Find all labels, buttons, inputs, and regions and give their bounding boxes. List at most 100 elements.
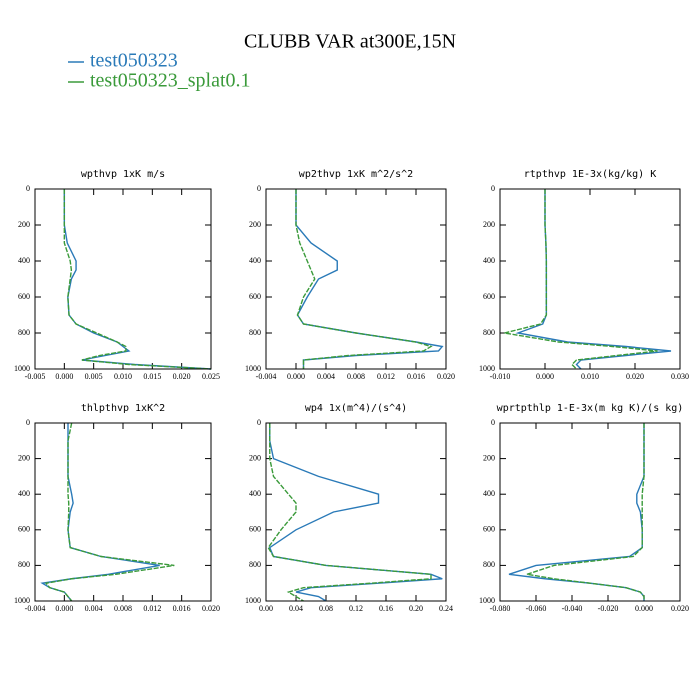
x-tick-label: 0.24 <box>439 604 453 613</box>
x-tick-label: 0.00 <box>259 604 273 613</box>
x-tick-label: 0.015 <box>143 372 161 381</box>
profile-line <box>63 189 212 370</box>
y-tick-label: 0 <box>26 418 30 427</box>
y-tick-label: 400 <box>249 489 261 498</box>
profile-line <box>295 189 444 369</box>
x-tick-label: 0.04 <box>289 604 303 613</box>
y-tick-label: 600 <box>483 292 495 301</box>
y-tick-label: 400 <box>483 256 495 265</box>
y-tick-label: 1000 <box>479 596 495 605</box>
y-tick-label: 600 <box>249 292 261 301</box>
x-tick-label: 0.012 <box>143 604 161 613</box>
x-tick-label: 0.000 <box>536 372 554 381</box>
y-tick-label: 600 <box>18 525 30 534</box>
plot-frame <box>499 422 681 602</box>
y-tick-label: 200 <box>483 220 495 229</box>
x-tick-label: -0.080 <box>490 604 511 613</box>
profile-line <box>40 423 160 602</box>
y-tick-label: 800 <box>249 560 261 569</box>
panel-title: wprtpthlp 1-E-3x(m kg K)/(s kg) <box>497 403 684 414</box>
y-tick-label: 400 <box>483 489 495 498</box>
x-tick-label: 0.000 <box>55 604 73 613</box>
x-tick-label: 0.004 <box>317 372 335 381</box>
x-tick-label: 0.005 <box>85 372 103 381</box>
profile-line <box>526 423 645 601</box>
x-tick-label: -0.004 <box>256 372 277 381</box>
profile-line <box>504 189 658 370</box>
plot-frame <box>265 422 447 602</box>
y-tick-label: 200 <box>249 220 261 229</box>
x-tick-label: 0.030 <box>671 372 689 381</box>
y-tick-label: 200 <box>18 453 30 462</box>
y-tick-label: 0 <box>257 184 261 193</box>
x-tick-label: 0.12 <box>349 604 363 613</box>
x-tick-label: 0.012 <box>377 372 395 381</box>
y-tick-label: 0 <box>491 418 495 427</box>
y-tick-label: 800 <box>18 328 30 337</box>
y-tick-label: 400 <box>18 256 30 265</box>
panel-title: wp2thvp 1xK m^2/s^2 <box>299 169 413 180</box>
x-tick-label: 0.000 <box>55 372 73 381</box>
x-tick-label: 0.025 <box>202 372 220 381</box>
plot-frame <box>499 188 681 370</box>
profile-line <box>268 423 443 602</box>
figure-title: CLUBB VAR at300E,15N <box>244 31 456 53</box>
plot-frame <box>34 188 212 370</box>
y-tick-label: 0 <box>26 184 30 193</box>
x-tick-label: -0.004 <box>25 604 46 613</box>
x-tick-label: 0.016 <box>407 372 425 381</box>
y-tick-label: 1000 <box>245 364 261 373</box>
x-tick-label: -0.005 <box>25 372 46 381</box>
y-tick-label: 0 <box>257 418 261 427</box>
x-tick-label: -0.060 <box>526 604 547 613</box>
x-tick-label: -0.020 <box>598 604 619 613</box>
panel-title: wp4 1x(m^4)/(s^4) <box>305 403 407 414</box>
y-tick-label: 1000 <box>14 596 30 605</box>
x-tick-label: 0.008 <box>114 604 132 613</box>
x-tick-label: 0.004 <box>85 604 103 613</box>
profile-line <box>295 189 433 369</box>
y-tick-label: 0 <box>491 184 495 193</box>
y-tick-label: 200 <box>249 453 261 462</box>
y-tick-label: 400 <box>18 489 30 498</box>
plot-frame <box>34 422 212 602</box>
y-tick-label: 200 <box>483 453 495 462</box>
x-tick-label: 0.16 <box>379 604 393 613</box>
x-tick-label: 0.008 <box>347 372 365 381</box>
y-tick-label: 800 <box>18 560 30 569</box>
x-tick-label: 0.020 <box>671 604 689 613</box>
profile-line <box>267 423 432 602</box>
panel-title: thlpthvp 1xK^2 <box>81 403 165 414</box>
y-tick-label: 800 <box>483 328 495 337</box>
y-tick-label: 600 <box>249 525 261 534</box>
y-tick-label: 600 <box>18 292 30 301</box>
x-tick-label: -0.010 <box>490 372 511 381</box>
y-tick-label: 1000 <box>14 364 30 373</box>
x-tick-label: 0.020 <box>173 372 191 381</box>
y-tick-label: 800 <box>249 328 261 337</box>
x-tick-label: 0.20 <box>409 604 423 613</box>
y-tick-label: 200 <box>18 220 30 229</box>
profile-line <box>44 422 175 602</box>
x-tick-label: 0.010 <box>581 372 599 381</box>
y-tick-label: 400 <box>249 256 261 265</box>
y-tick-label: 800 <box>483 560 495 569</box>
profile-line <box>63 189 212 370</box>
x-tick-label: 0.08 <box>319 604 333 613</box>
panel-title: wpthvp 1xK m/s <box>81 169 165 180</box>
x-tick-label: 0.020 <box>626 372 644 381</box>
x-tick-label: 0.020 <box>202 604 220 613</box>
legend-label: test050323 <box>90 50 178 72</box>
legend-label: test050323_splat0.1 <box>90 70 251 92</box>
plot-frame <box>265 188 447 370</box>
profile-line <box>515 189 672 370</box>
x-tick-label: 0.020 <box>437 372 455 381</box>
y-tick-label: 600 <box>483 525 495 534</box>
x-tick-label: 0.016 <box>173 604 191 613</box>
x-tick-label: 0.000 <box>635 604 653 613</box>
panel-title: rtpthvp 1E-3x(kg/kg) K <box>524 169 656 180</box>
x-tick-label: 0.000 <box>287 372 305 381</box>
x-tick-label: -0.040 <box>562 604 583 613</box>
x-tick-label: 0.010 <box>114 372 132 381</box>
